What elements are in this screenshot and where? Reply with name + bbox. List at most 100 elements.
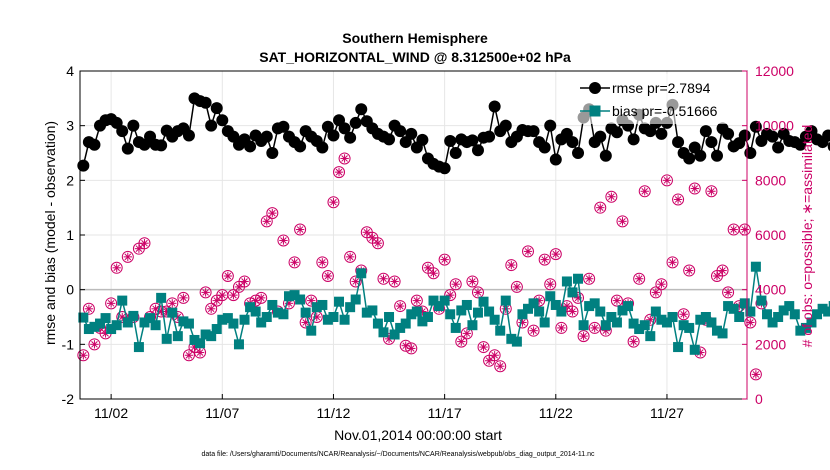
bias-point	[795, 325, 806, 336]
obs-possible-point	[660, 174, 673, 187]
obs-assimilated-point	[546, 280, 555, 289]
obs-possible-point	[688, 182, 701, 195]
right-y-tick-label: 2000	[755, 336, 786, 352]
bias-point	[495, 325, 506, 336]
obs-possible-point	[110, 261, 123, 274]
right-y-tick-label: 4000	[755, 282, 786, 298]
bias-point	[661, 317, 672, 328]
bias-point	[445, 309, 456, 320]
rmse-point	[121, 142, 134, 155]
obs-possible-point	[744, 316, 757, 329]
obs-assimilated-point	[690, 184, 699, 193]
bias-point	[378, 327, 389, 338]
bias-point	[411, 306, 422, 317]
rmse-point	[538, 141, 551, 154]
bias-point	[767, 317, 778, 328]
bias-point	[667, 312, 678, 322]
x-tick-label: 11/22	[539, 405, 573, 421]
obs-assimilated-point	[201, 288, 210, 297]
obs-possible-point	[316, 256, 329, 269]
bias-point	[706, 317, 717, 328]
rmse-point	[610, 126, 623, 139]
bias-point	[461, 299, 472, 310]
bias-point	[439, 295, 450, 306]
bias-point	[650, 306, 661, 317]
bias-point	[784, 301, 795, 312]
rmse-point	[260, 130, 273, 143]
bias-point	[606, 312, 617, 322]
obs-assimilated-point	[501, 304, 510, 313]
obs-assimilated-point	[368, 233, 377, 242]
bias-point	[534, 306, 545, 317]
obs-possible-point	[199, 286, 212, 299]
bias-point	[189, 334, 200, 345]
bias-point	[556, 306, 567, 317]
bias-point	[384, 312, 395, 322]
legend-box	[575, 74, 745, 124]
x-tick-label: 11/07	[205, 405, 239, 421]
x-axis-ticks: 11/02 11/07 11/12 11/17 11/22 11/27	[94, 394, 684, 421]
right-y-axis-label: # of obs: o=possible; ∗=assimilated	[799, 125, 815, 348]
obs-assimilated-point	[79, 351, 88, 360]
obs-assimilated-point	[407, 344, 416, 353]
left-y-axis-ticks: -2 -1 0 1 2 3 4	[62, 63, 85, 407]
rmse-point	[127, 119, 140, 132]
rmse-point	[566, 136, 579, 149]
bias-point	[372, 318, 383, 329]
rmse-point	[77, 159, 90, 172]
obs-possible-point	[227, 289, 240, 302]
obs-assimilated-point	[707, 187, 716, 196]
bias-point	[472, 307, 483, 318]
obs-assimilated-point	[279, 236, 288, 245]
obs-possible-point	[455, 335, 468, 348]
bias-point	[83, 324, 94, 335]
right-y-tick-label: 0	[755, 391, 763, 407]
bias-point	[272, 307, 283, 318]
obs-possible-point	[444, 289, 457, 302]
obs-possible-point	[427, 267, 440, 280]
obs-possible-point	[722, 286, 735, 299]
obs-possible-point	[610, 294, 623, 307]
obs-possible-point	[321, 270, 334, 282]
bias-point	[506, 333, 517, 344]
obs-possible-point	[466, 275, 479, 288]
obs-possible-point	[672, 193, 685, 206]
obs-possible-point	[460, 327, 473, 340]
chart-title: Southern Hemisphere	[342, 30, 488, 46]
rmse-point	[766, 130, 779, 143]
bias-point	[417, 316, 428, 327]
bias-point	[172, 331, 183, 342]
bias-point	[228, 318, 239, 329]
bias-point	[600, 320, 611, 331]
bias-point	[183, 318, 194, 329]
bias-point	[128, 310, 139, 321]
rmse-point	[327, 129, 340, 142]
bias-point	[684, 322, 695, 333]
obs-assimilated-point	[118, 312, 127, 322]
rmse-point	[483, 130, 496, 143]
bias-point	[517, 309, 528, 320]
rmse-point	[572, 147, 585, 159]
bias-point	[523, 303, 534, 314]
obs-assimilated-point	[257, 293, 266, 303]
bias-point	[295, 294, 306, 305]
obs-assimilated-point	[479, 342, 488, 352]
obs-assimilated-point	[596, 203, 605, 212]
obs-possible-point	[305, 294, 318, 307]
rmse-point	[672, 136, 685, 149]
obs-possible-point	[349, 275, 362, 288]
obs-assimilated-point	[473, 288, 483, 297]
obs-assimilated-point	[412, 296, 422, 305]
bias-point	[428, 295, 439, 306]
obs-possible-point	[644, 313, 657, 326]
obs-possible-point	[555, 321, 568, 334]
right-y-axis-ticks: 0 2000 4000 6000 8000 10000 12000	[742, 63, 794, 407]
bias-point	[400, 318, 411, 329]
obs-possible-point	[288, 256, 301, 269]
bias-point	[673, 342, 684, 353]
obs-assimilated-point	[590, 323, 599, 333]
bias-point	[267, 299, 278, 310]
rmse-point	[277, 120, 290, 133]
bias-point	[106, 324, 117, 335]
rmse-point	[244, 140, 257, 153]
